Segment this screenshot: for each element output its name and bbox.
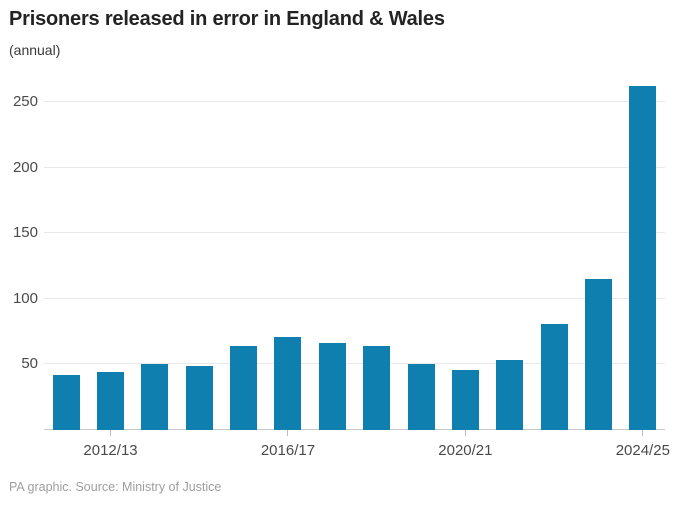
bar-cell (488, 85, 532, 430)
plot-area (44, 85, 665, 430)
bar (274, 336, 302, 430)
bar-cell (576, 85, 620, 430)
x-axis-tick (642, 430, 644, 436)
bar (584, 279, 612, 430)
x-axis-tick (464, 430, 466, 436)
x-axis-tick-label: 2016/17 (260, 442, 316, 459)
x-axis-tick-label: 2020/21 (438, 442, 493, 459)
bar-cell (621, 85, 665, 430)
y-axis-tick-label: 100 (12, 289, 38, 307)
bar-cell (177, 85, 221, 430)
bar (540, 323, 568, 430)
bar-cell (532, 85, 576, 430)
bar (451, 369, 479, 430)
bar (97, 372, 125, 430)
y-axis-tick-label: 150 (12, 224, 38, 242)
bar (52, 374, 80, 430)
bar-cell (88, 85, 132, 430)
bar (230, 346, 258, 430)
gridline (44, 166, 665, 168)
bar (629, 86, 657, 430)
gridline (44, 232, 665, 234)
bar (496, 360, 524, 430)
x-axis-line (44, 429, 665, 430)
x-axis-tick-label: 2012/13 (83, 442, 138, 459)
y-axis-tick-label: 200 (12, 158, 38, 176)
bar (407, 364, 435, 430)
bar-cell (133, 85, 177, 430)
y-axis-tick-label: 50 (21, 355, 38, 373)
chart-subtitle: (annual) (9, 42, 61, 58)
chart-title: Prisoners released in error in England &… (9, 8, 445, 30)
bar-cell (266, 85, 310, 430)
bar-cell (399, 85, 443, 430)
source-attribution: PA graphic. Source: Ministry of Justice (9, 480, 222, 494)
x-axis-tick (287, 430, 289, 436)
bar-cell (310, 85, 354, 430)
y-axis-tick-label: 250 (12, 93, 38, 111)
bar-cell (44, 85, 88, 430)
bar (318, 343, 346, 430)
gridline (44, 363, 665, 365)
gridline (44, 101, 665, 103)
bar-cell (355, 85, 399, 430)
bar-chart: 50 100 150 200 250 2012/13 2016/17 2020/21 2024… (0, 85, 700, 461)
x-axis-tick (110, 430, 112, 436)
x-axis-tick-label: 2024/25 (615, 442, 670, 459)
bar (363, 346, 391, 430)
bar-cell (443, 85, 487, 430)
bar (185, 365, 213, 430)
bar-cell (221, 85, 265, 430)
bar (141, 364, 169, 430)
gridline (44, 297, 665, 299)
